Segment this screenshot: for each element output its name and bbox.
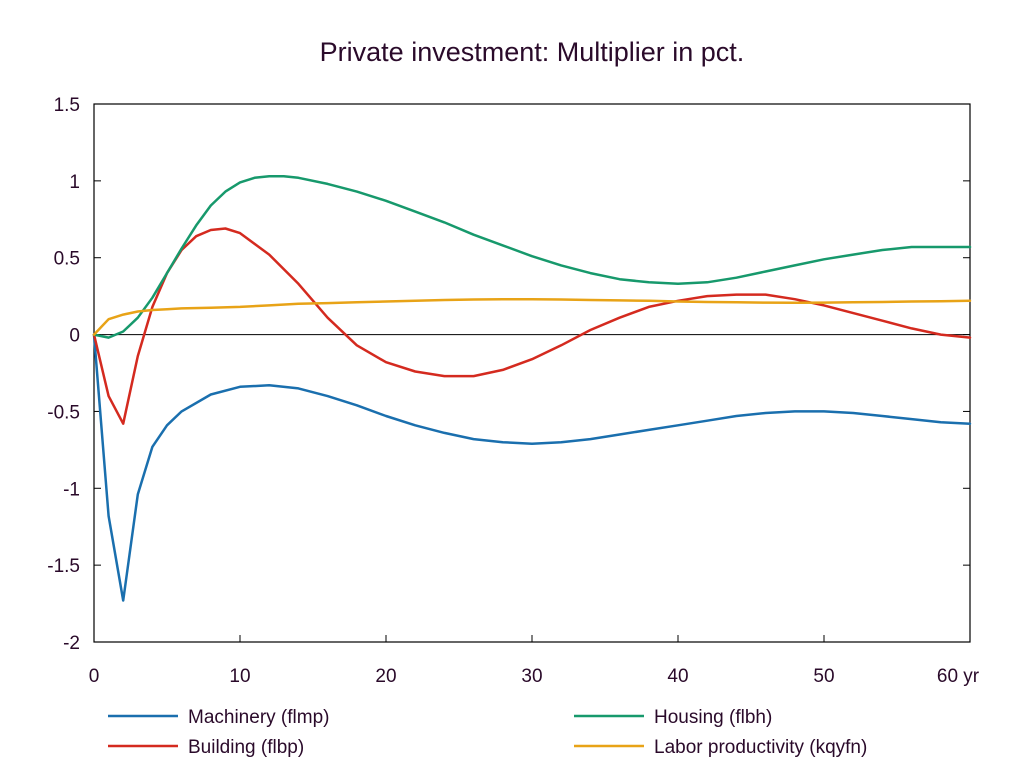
x-tick-label: 10: [229, 666, 250, 687]
x-tick-label: 20: [375, 666, 396, 687]
axes: 1.5 1 0.5 0 -0.5 -1 -1.5 -2 0 10 20 30 40 50 60 yr: [47, 95, 980, 687]
y-tick-label: 0: [69, 326, 80, 347]
x-tick-label: 50: [813, 666, 834, 687]
legend-label: Housing (flbh): [654, 707, 772, 728]
y-tick-label: -2: [63, 633, 80, 654]
series-line-1: [92, 333, 972, 602]
x-tick-label: 40: [667, 666, 688, 687]
legend: Machinery (flmp) Building (flbp) Housing (…: [108, 707, 867, 758]
legend-label: Building (flbp): [188, 737, 304, 758]
series-line-4: [92, 297, 972, 336]
chart-title: Private investment: Multiplier in pct.: [320, 37, 745, 67]
y-tick-label: -1.5: [47, 556, 80, 577]
series-line-3: [92, 174, 972, 339]
x-tick-label: 30: [521, 666, 542, 687]
y-tick-label: 1: [69, 172, 80, 193]
legend-label: Machinery (flmp): [188, 707, 329, 728]
y-tick-label: 1.5: [54, 95, 80, 116]
series-lines: [92, 174, 972, 602]
plot-frame: [93, 103, 971, 643]
y-tick-label: -0.5: [47, 402, 80, 423]
y-tick-label: 0.5: [54, 249, 80, 270]
legend-label: Labor productivity (kqyfn): [654, 737, 867, 758]
x-tick-label: 0: [89, 666, 100, 687]
y-tick-label: -1: [63, 479, 80, 500]
x-tick-label: 60 yr: [937, 666, 980, 687]
